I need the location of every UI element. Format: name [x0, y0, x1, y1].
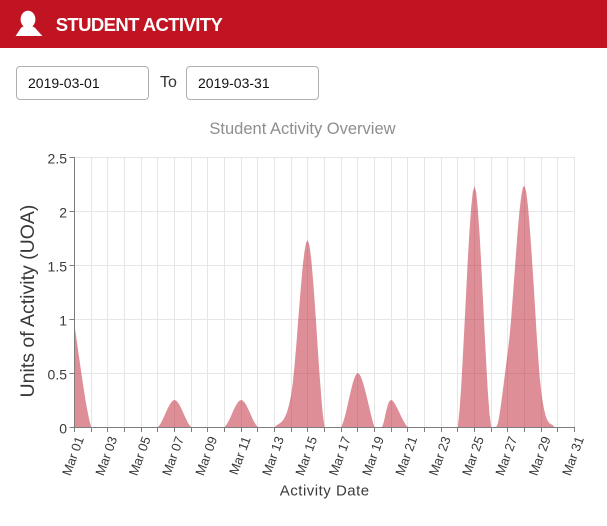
svg-text:Student Activity Overview: Student Activity Overview	[209, 120, 395, 138]
svg-text:Mar 19: Mar 19	[359, 434, 387, 477]
svg-text:Mar 05: Mar 05	[126, 434, 154, 477]
svg-text:Mar 07: Mar 07	[159, 434, 187, 477]
svg-text:Mar 03: Mar 03	[92, 434, 120, 477]
svg-text:Mar 17: Mar 17	[326, 434, 354, 477]
svg-text:Mar 15: Mar 15	[292, 434, 320, 477]
svg-text:Mar 23: Mar 23	[426, 434, 454, 477]
svg-text:2.5: 2.5	[48, 151, 68, 167]
svg-text:Mar 27: Mar 27	[492, 434, 520, 477]
svg-text:Activity Date: Activity Date	[280, 483, 370, 500]
svg-text:1: 1	[59, 313, 67, 329]
svg-text:2: 2	[59, 205, 67, 221]
svg-text:Mar 13: Mar 13	[259, 434, 287, 477]
svg-text:Mar 01: Mar 01	[59, 434, 87, 477]
svg-text:0.5: 0.5	[48, 367, 68, 383]
svg-text:Units of Activity (UOA): Units of Activity (UOA)	[17, 205, 39, 398]
svg-text:0: 0	[59, 421, 67, 437]
svg-text:Mar 11: Mar 11	[226, 434, 254, 476]
svg-text:Mar 21: Mar 21	[392, 434, 420, 477]
svg-text:Mar 09: Mar 09	[192, 434, 220, 477]
svg-text:Mar 31: Mar 31	[559, 434, 587, 477]
svg-text:1.5: 1.5	[48, 259, 68, 275]
svg-text:Mar 29: Mar 29	[526, 434, 554, 477]
svg-text:Mar 25: Mar 25	[459, 434, 487, 477]
